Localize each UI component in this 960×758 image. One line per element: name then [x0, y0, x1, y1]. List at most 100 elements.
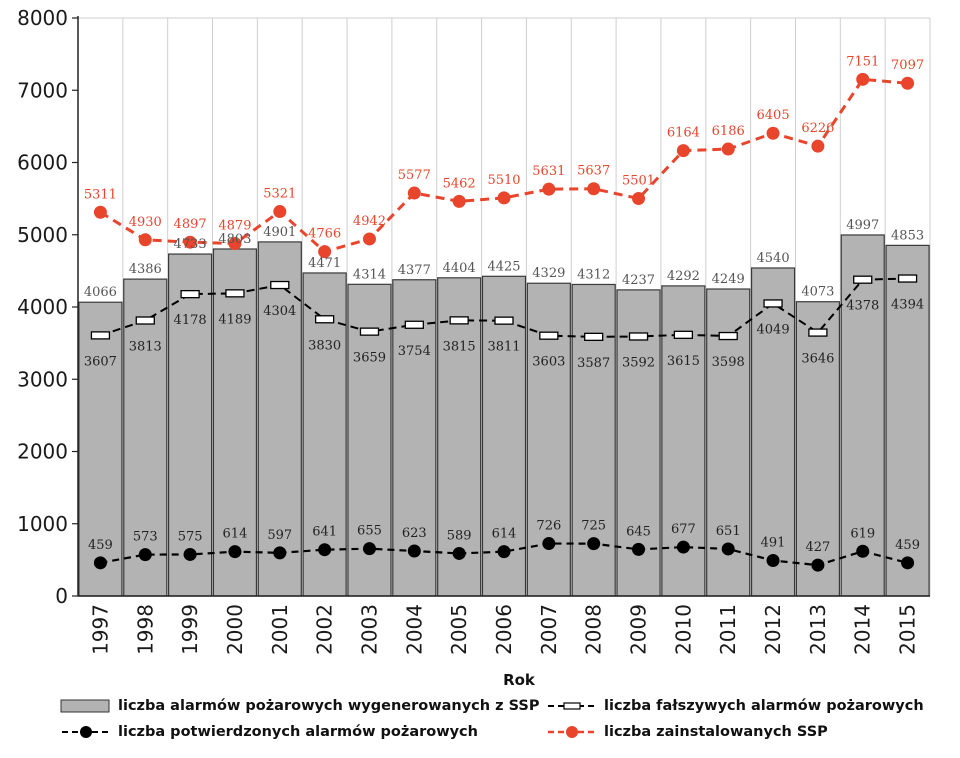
bar: [78, 301, 123, 597]
legend-item-installed: liczba zainstalowanych SSP: [548, 724, 828, 740]
marker-confirmed-alarm: [228, 545, 242, 559]
bar: [840, 234, 885, 597]
legend-label-bars: liczba alarmów pożarowych wygenerowanych…: [118, 698, 540, 714]
confirmed-alarm-label: 619: [850, 526, 875, 541]
marker-confirmed-alarm: [856, 544, 870, 558]
bar-value-label: 4314: [353, 267, 386, 282]
marker-false-alarm: [90, 331, 111, 340]
bar-value-label: 4803: [218, 232, 251, 247]
legend-label-installed: liczba zainstalowanych SSP: [604, 724, 828, 740]
marker-installed-ssp: [452, 194, 466, 208]
bar-value-label: 4997: [846, 218, 879, 233]
marker-installed-ssp: [138, 233, 152, 247]
bar: [795, 301, 840, 597]
y-tick-label: 5000: [17, 223, 68, 247]
marker-installed-ssp: [362, 232, 376, 246]
confirmed-alarm-label: 725: [581, 519, 606, 534]
marker-installed-ssp: [721, 142, 735, 156]
marker-confirmed-alarm: [362, 542, 376, 556]
bar-value-label: 4073: [801, 285, 834, 300]
marker-installed-ssp: [183, 235, 197, 249]
x-tick-label: 2015: [896, 604, 920, 655]
x-tick-label: 2013: [806, 604, 830, 655]
marker-false-alarm: [763, 299, 783, 308]
x-tick-label: 2006: [492, 604, 516, 655]
marker-false-alarm: [718, 331, 738, 341]
marker-installed-ssp: [632, 192, 646, 206]
false-alarm-label: 3607: [84, 354, 117, 369]
legend-label-confirmed: liczba potwierdzonych alarmów pożarowych: [118, 724, 478, 740]
bar-value-label: 4425: [487, 259, 520, 274]
bar: [212, 248, 258, 597]
marker-confirmed-alarm: [407, 544, 421, 558]
x-tick-label: 2001: [268, 604, 292, 655]
confirmed-alarm-label: 651: [716, 524, 741, 539]
y-tick-label: 1000: [17, 512, 68, 536]
marker-false-alarm: [494, 316, 514, 325]
installed-ssp-label: 6186: [712, 124, 745, 139]
confirmed-alarm-label: 589: [447, 528, 472, 543]
installed-ssp-label: 4930: [129, 215, 162, 230]
installed-ssp-label: 5501: [622, 174, 655, 189]
x-tick-label: 2004: [402, 604, 426, 655]
marker-false-alarm: [404, 320, 424, 329]
marker-confirmed-alarm: [587, 537, 601, 551]
marker-confirmed-alarm: [676, 540, 690, 554]
false-alarm-label: 3830: [308, 338, 341, 353]
false-alarm-label: 3615: [667, 354, 700, 369]
bar: [123, 278, 168, 597]
bar: [437, 277, 482, 597]
x-tick-labels: 1997 1998 1999 2000 2001 2002 2003 2004 2005 2006…: [88, 604, 919, 655]
confirmed-alarm-label: 641: [312, 525, 337, 540]
installed-ssp-label: 4942: [353, 214, 386, 229]
marker-confirmed-alarm: [273, 546, 287, 560]
installed-ssp-label: 5631: [532, 164, 565, 179]
x-tick-label: 2002: [313, 604, 337, 655]
installed-ssp-label: 4766: [308, 227, 341, 242]
bar-value-label: 4249: [712, 272, 745, 287]
marker-false-alarm: [135, 316, 155, 325]
false-alarm-label: 3754: [398, 344, 431, 359]
installed-ssp-label: 6226: [801, 121, 834, 136]
marker-false-alarm: [539, 331, 559, 340]
x-tick-label: 2003: [357, 604, 381, 655]
confirmed-alarm-label: 623: [402, 526, 427, 541]
marker-confirmed-alarm: [452, 546, 466, 560]
false-alarm-label: 4304: [263, 304, 296, 319]
confirmed-alarm-label: 491: [761, 536, 786, 551]
marker-installed-ssp: [93, 205, 107, 219]
y-tick-label: 2000: [17, 440, 68, 464]
x-tick-label: 2011: [716, 604, 740, 655]
marker-confirmed-alarm: [811, 558, 825, 572]
line-series: [90, 72, 918, 572]
legend-key-false: [548, 702, 596, 710]
installed-ssp-label: 5321: [263, 187, 296, 202]
legend-label-false: liczba fałszywych alarmów pożarowych: [604, 698, 924, 714]
bar-value-label: 4237: [622, 273, 655, 288]
marker-confirmed-alarm: [183, 547, 197, 561]
confirmed-alarm-label: 645: [626, 524, 651, 539]
legend-item-false: liczba fałszywych alarmów pożarowych: [548, 698, 924, 714]
false-alarm-label: 4189: [218, 312, 251, 327]
confirmed-alarm-label: 726: [536, 519, 561, 534]
installed-ssp-label: 4879: [218, 218, 251, 233]
false-alarm-label: 4394: [891, 298, 924, 313]
bar-value-label: 4540: [757, 251, 790, 266]
bar: [168, 253, 213, 597]
x-tick-label: 2012: [761, 604, 785, 655]
false-alarm-label: 3587: [577, 356, 610, 371]
installed-ssp-label: 6164: [667, 126, 700, 141]
false-alarm-label: 4378: [846, 299, 879, 314]
marker-installed-ssp: [407, 186, 421, 200]
marker-false-alarm: [225, 289, 245, 298]
marker-installed-ssp: [587, 182, 601, 196]
installed-ssp-label: 7097: [891, 58, 924, 73]
marker-installed-ssp: [318, 245, 332, 259]
marker-false-alarm: [853, 275, 873, 284]
confirmed-alarm-label: 427: [805, 540, 830, 555]
y-tick-label: 7000: [17, 78, 68, 102]
confirmed-alarm-label: 597: [267, 528, 292, 543]
marker-installed-ssp: [676, 144, 690, 158]
y-tick-labels: 0 1000 2000 3000 4000 5000 6000 7000 8000: [17, 6, 68, 608]
